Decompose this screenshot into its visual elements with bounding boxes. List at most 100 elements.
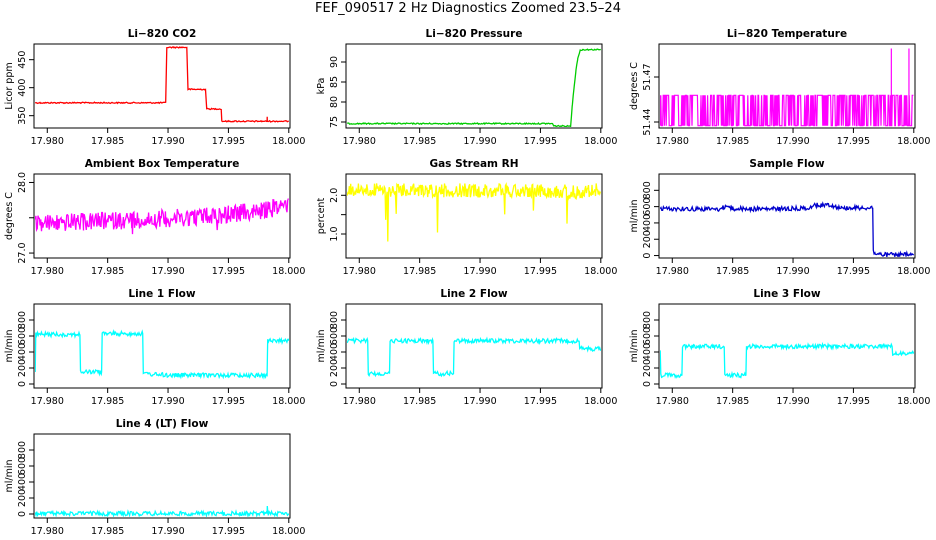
x-tick-label: 17.985 bbox=[403, 396, 436, 407]
x-tick-label: 18.000 bbox=[272, 136, 305, 147]
x-tick-label: 18.000 bbox=[584, 136, 617, 147]
plot-frame bbox=[33, 433, 291, 519]
y-tick-label: 600 bbox=[642, 327, 653, 345]
data-series-line bbox=[347, 48, 601, 127]
panel-title: Line 4 (LT) Flow bbox=[116, 418, 209, 430]
x-tick-label: 17.990 bbox=[151, 136, 184, 147]
y-tick-label: 800 bbox=[17, 441, 28, 459]
data-series-line bbox=[660, 341, 914, 379]
y-tick-label: 200 bbox=[329, 359, 340, 377]
panel-title: Line 1 Flow bbox=[128, 288, 195, 300]
x-tick-label: 17.995 bbox=[837, 136, 870, 147]
x-tick-label: 18.000 bbox=[272, 396, 305, 407]
x-tick-label: 17.995 bbox=[524, 396, 557, 407]
chart-panel: Line 3 Flow 17.980 17.985 17.990 17.995 18.00… bbox=[629, 288, 930, 407]
y-tick-label: 800 bbox=[642, 181, 653, 199]
x-tick-label: 17.990 bbox=[151, 266, 184, 277]
x-tick-label: 17.990 bbox=[463, 396, 496, 407]
y-tick-label: 400 bbox=[17, 473, 28, 491]
y-tick-label: 51.44 bbox=[642, 108, 653, 135]
plot-frame bbox=[658, 303, 916, 389]
x-tick-label: 17.980 bbox=[343, 396, 376, 407]
chart-panel: Sample Flow 17.980 17.985 17.990 17.995 18.00… bbox=[629, 158, 930, 277]
chart-panel: Li−820 Temperature 17.980 17.985 17.990 17.9… bbox=[629, 28, 930, 147]
chart-panel: Line 2 Flow 17.980 17.985 17.990 17.995 18.00… bbox=[316, 288, 617, 407]
x-tick-label: 18.000 bbox=[897, 266, 930, 277]
chart-panel: Gas Stream RH 17.980 17.985 17.990 17.995 18.… bbox=[316, 158, 617, 277]
x-tick-label: 17.995 bbox=[524, 266, 557, 277]
y-tick-label: 0 bbox=[17, 511, 28, 517]
data-series-line bbox=[35, 46, 289, 123]
x-tick-label: 17.990 bbox=[776, 266, 809, 277]
y-axis-label: ml/min bbox=[4, 459, 15, 492]
panel-title: Li−820 Pressure bbox=[426, 28, 523, 40]
y-tick-label: 600 bbox=[329, 327, 340, 345]
x-tick-label: 18.000 bbox=[584, 266, 617, 277]
y-tick-label: 800 bbox=[17, 311, 28, 329]
y-tick-label: 90 bbox=[329, 56, 340, 68]
y-tick-label: 200 bbox=[642, 359, 653, 377]
figure-title: FEF_090517 2 Hz Diagnostics Zoomed 23.5–… bbox=[315, 1, 621, 16]
y-tick-label: 350 bbox=[17, 107, 28, 125]
y-tick-label: 600 bbox=[17, 457, 28, 475]
data-series-line bbox=[35, 329, 289, 380]
y-axis-label: percent bbox=[316, 198, 327, 235]
x-tick-label: 17.995 bbox=[212, 136, 245, 147]
x-tick-label: 17.990 bbox=[463, 136, 496, 147]
x-tick-label: 18.000 bbox=[897, 396, 930, 407]
y-tick-label: 400 bbox=[17, 79, 28, 97]
plot-frame bbox=[658, 43, 916, 129]
x-tick-label: 17.985 bbox=[403, 266, 436, 277]
panel-title: Sample Flow bbox=[749, 158, 824, 170]
y-tick-label: 0 bbox=[17, 381, 28, 387]
plot-frame bbox=[345, 43, 603, 129]
y-tick-label: 2.0 bbox=[329, 188, 340, 203]
x-tick-label: 17.995 bbox=[524, 136, 557, 147]
x-tick-label: 17.985 bbox=[716, 396, 749, 407]
x-tick-label: 17.990 bbox=[776, 136, 809, 147]
panel-title: Line 3 Flow bbox=[753, 288, 820, 300]
x-tick-label: 17.995 bbox=[212, 526, 245, 537]
y-tick-label: 85 bbox=[329, 76, 340, 88]
x-tick-label: 17.980 bbox=[656, 136, 689, 147]
y-tick-label: 800 bbox=[329, 311, 340, 329]
y-tick-label: 450 bbox=[17, 51, 28, 69]
x-tick-label: 18.000 bbox=[897, 136, 930, 147]
y-tick-label: 0 bbox=[642, 253, 653, 259]
y-axis-label: kPa bbox=[316, 78, 327, 95]
y-tick-label: 400 bbox=[17, 343, 28, 361]
data-series-line bbox=[660, 48, 914, 127]
y-tick-label: 28.0 bbox=[17, 172, 28, 193]
chart-panel: Li−820 CO2 17.980 17.985 17.990 17.995 18.000… bbox=[4, 28, 305, 147]
y-tick-label: 75 bbox=[329, 116, 340, 128]
y-axis-label: ml/min bbox=[316, 329, 327, 362]
x-tick-label: 17.985 bbox=[403, 136, 436, 147]
data-series-line bbox=[660, 201, 914, 257]
y-axis-label: Licor ppm bbox=[4, 62, 15, 109]
x-tick-label: 17.990 bbox=[151, 396, 184, 407]
x-tick-label: 17.985 bbox=[716, 136, 749, 147]
y-tick-label: 80 bbox=[329, 96, 340, 108]
y-axis-label: ml/min bbox=[629, 199, 640, 232]
y-tick-label: 0 bbox=[642, 381, 653, 387]
y-axis-label: degrees C bbox=[4, 192, 15, 240]
x-tick-label: 17.995 bbox=[837, 396, 870, 407]
y-tick-label: 200 bbox=[17, 489, 28, 507]
chart-panel: Li−820 Pressure 17.980 17.985 17.990 17.995 1… bbox=[316, 28, 617, 147]
panel-title: Li−820 Temperature bbox=[727, 28, 847, 40]
x-tick-label: 17.985 bbox=[91, 136, 124, 147]
chart-panel: Ambient Box Temperature 17.980 17.985 17.99… bbox=[4, 158, 305, 277]
y-axis-label: ml/min bbox=[4, 329, 15, 362]
x-tick-label: 18.000 bbox=[272, 526, 305, 537]
panel-title: Ambient Box Temperature bbox=[85, 158, 240, 170]
x-tick-label: 17.980 bbox=[31, 136, 64, 147]
data-series-line bbox=[35, 198, 289, 235]
y-tick-label: 200 bbox=[17, 359, 28, 377]
y-tick-label: 600 bbox=[642, 198, 653, 216]
plot-frame bbox=[33, 43, 291, 129]
y-tick-label: 800 bbox=[642, 311, 653, 329]
data-series-line bbox=[35, 505, 289, 517]
chart-panel: Line 4 (LT) Flow 17.980 17.985 17.990 17.995… bbox=[4, 418, 305, 537]
x-tick-label: 17.985 bbox=[716, 266, 749, 277]
